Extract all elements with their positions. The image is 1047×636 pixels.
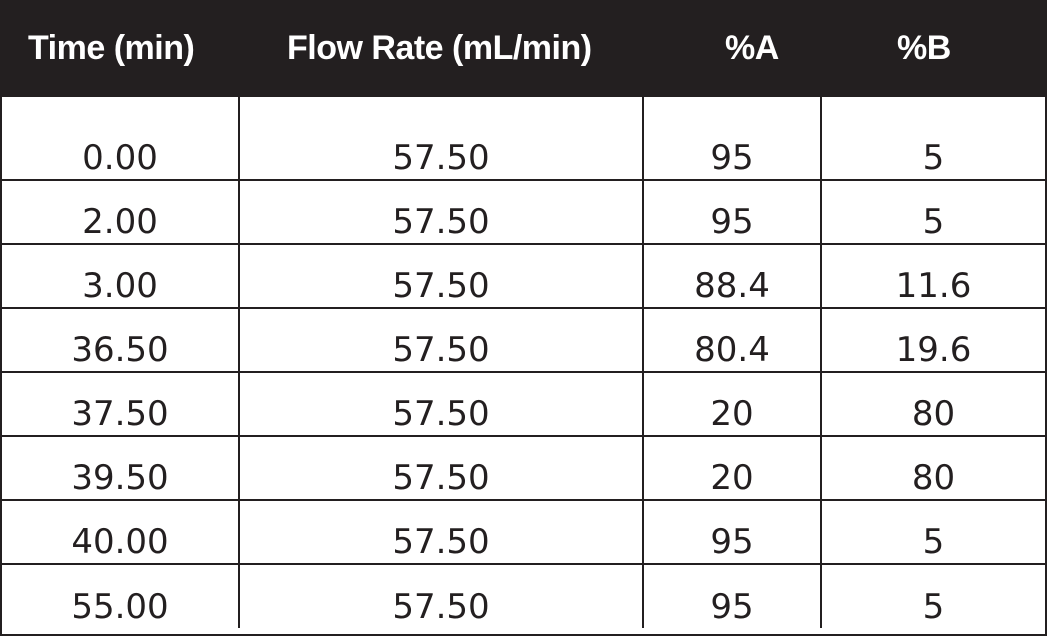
table-row: 0.00 57.50 95 5 <box>2 97 1045 180</box>
cell-flow-rate: 57.50 <box>238 563 643 628</box>
header-flow-rate: Flow Rate (mL/min) <box>287 29 592 67</box>
cell-percent-b: 5 <box>820 563 1045 628</box>
cell-percent-a: 95 <box>642 499 821 564</box>
cell-percent-a: 80.4 <box>642 307 821 372</box>
cell-percent-b: 5 <box>820 499 1045 564</box>
header-percent-a: %A <box>725 29 779 67</box>
table-body: 0.00 57.50 95 5 2.00 57.50 95 5 3.00 57.… <box>2 97 1045 628</box>
cell-flow-rate: 57.50 <box>238 179 643 244</box>
cell-flow-rate: 57.50 <box>238 499 643 564</box>
cell-percent-b: 5 <box>820 179 1045 244</box>
header-row: Time (min) Flow Rate (mL/min) %A %B <box>2 0 1045 97</box>
cell-percent-b: 80 <box>820 371 1045 436</box>
cell-percent-a: 95 <box>642 179 821 244</box>
cell-time: 3.00 <box>2 243 239 308</box>
cell-percent-a: 95 <box>642 97 821 180</box>
cell-time: 0.00 <box>82 138 158 178</box>
cell-time: 2.00 <box>2 179 239 244</box>
cell-percent-b: 80 <box>820 435 1045 500</box>
cell-percent-b: 5 <box>820 97 1045 180</box>
cell-time: 37.50 <box>2 371 239 436</box>
table-row: 39.50 57.50 20 80 <box>2 435 1045 500</box>
table-row: 37.50 57.50 20 80 <box>2 371 1045 436</box>
table-header: Time (min) Flow Rate (mL/min) %A %B <box>2 0 1045 97</box>
cell-percent-a: 95 <box>642 563 821 628</box>
cell-percent-b: 19.6 <box>820 307 1045 372</box>
cell-percent-a: 20 <box>642 371 821 436</box>
table-row: 55.00 57.50 95 5 <box>2 563 1045 628</box>
cell-flow-rate: 57.50 <box>238 243 643 308</box>
cell-flow-rate: 57.50 <box>238 307 643 372</box>
cell-flow-rate: 57.50 <box>238 97 643 180</box>
cell-percent-a: 88.4 <box>642 243 821 308</box>
cell-percent-b: 11.6 <box>820 243 1045 308</box>
header-percent-b: %B <box>897 29 951 67</box>
cell-time: 39.50 <box>2 435 239 500</box>
table-row: 2.00 57.50 95 5 <box>2 179 1045 244</box>
table-row: 40.00 57.50 95 5 <box>2 499 1045 564</box>
cell-flow-rate: 57.50 <box>238 371 643 436</box>
header-time: Time (min) <box>28 29 195 67</box>
table-row: 36.50 57.50 80.4 19.6 <box>2 307 1045 372</box>
cell-flow-rate: 57.50 <box>238 435 643 500</box>
cell-time: 55.00 <box>2 563 239 628</box>
cell-time: 40.00 <box>2 499 239 564</box>
cell-percent-a: 20 <box>642 435 821 500</box>
cell-time: 36.50 <box>2 307 239 372</box>
table-row: 3.00 57.50 88.4 11.6 <box>2 243 1045 308</box>
